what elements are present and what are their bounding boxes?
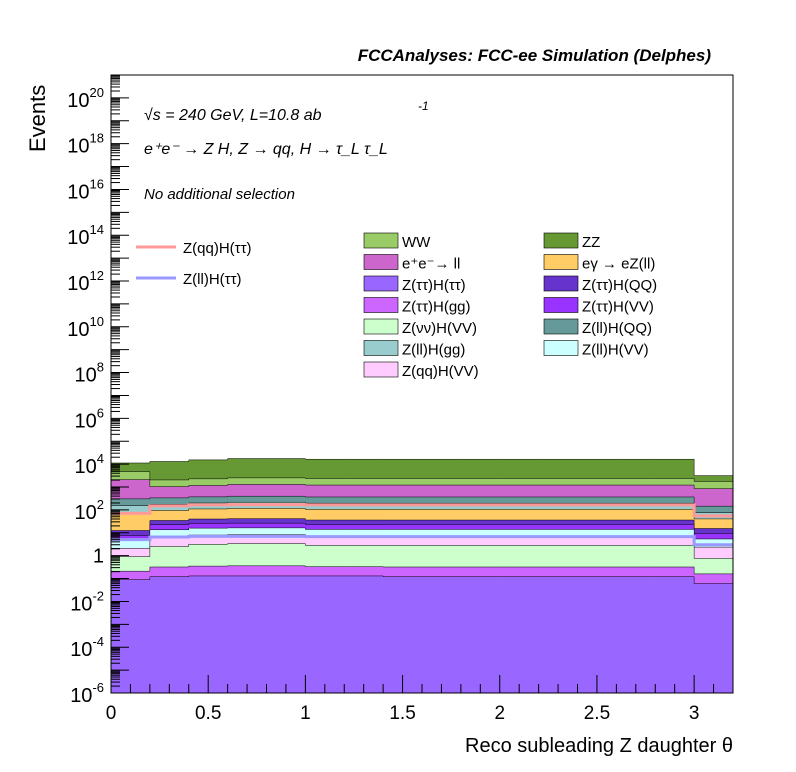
process-annotation: e⁺e⁻ → Z H, Z → qq, H → τ_L τ_L	[144, 141, 388, 158]
legend-label: Z(ll)H(gg)	[402, 342, 465, 359]
lumi-exponent: -1	[418, 99, 429, 113]
y-tick-label: 102	[75, 497, 104, 524]
chart-title: FCCAnalyses: FCC-ee Simulation (Delphes)	[358, 46, 712, 65]
legend-label: e⁺e⁻→ ll	[402, 256, 460, 273]
y-tick-label: 10-4	[70, 634, 104, 661]
legend-swatch-z-ll-h-gg	[363, 340, 399, 356]
y-tick-label: 1018	[67, 131, 104, 158]
x-tick-label: 2.5	[584, 703, 610, 724]
legend-swatch-z-h-qq	[543, 275, 579, 292]
selection-annotation: No additional selection	[144, 186, 295, 203]
legend-swatch-z-ll-h-vv	[543, 340, 579, 356]
legend-swatch-zz	[543, 232, 579, 249]
energy-lumi-label: = 240 GeV, L=10.8 ab	[161, 107, 322, 124]
y-tick-label: 1020	[67, 85, 104, 112]
y-tick-label: 10-2	[70, 588, 104, 615]
x-tick-label: 1.5	[389, 703, 415, 724]
x-axis-label: Reco subleading Z daughter θ	[465, 735, 733, 757]
legend-label: Z(ττ)H(VV)	[582, 299, 654, 316]
x-tick-label: 0.5	[195, 703, 221, 724]
stack-z-h	[110, 575, 734, 694]
y-axis-label: Events	[25, 85, 50, 152]
signal-lines	[111, 503, 733, 547]
legend-label: Z(ll)H(QQ)	[582, 320, 652, 337]
legend-label: Z(ττ)H(ττ)	[402, 277, 466, 294]
legend-label: Z(qq)H(VV)	[402, 363, 479, 380]
y-tick-label: 1010	[67, 314, 104, 341]
y-tick-label: 106	[75, 405, 104, 432]
energy-annotation: √s = 240 GeV, L=10.8 ab -1	[144, 99, 429, 124]
y-tick-label: 10-6	[70, 680, 104, 707]
legend-swatch-z-h-vv	[543, 297, 579, 313]
legend-label: Z(qq)H(ττ)	[183, 240, 252, 257]
legend-swatch-z-h	[363, 275, 399, 292]
tick-labels: 0 0.5 1 1.5 2 2.5 3 10-6 10-4 10-2 1 102 104 106 108 10…	[67, 85, 699, 724]
legend-label: Z(ττ)H(QQ)	[582, 277, 657, 294]
legend: Z(qq)H(ττ) Z(ll)H(ττ) WW e⁺e⁻→ ll Z(ττ)H(ττ)…	[136, 232, 657, 380]
legend-label: Z(νν)H(VV)	[402, 320, 477, 337]
legend-swatch-e-e-ll	[363, 254, 399, 270]
x-tick-label: 3	[689, 703, 700, 724]
axis-ticks	[110, 75, 734, 694]
y-tick-label: 104	[75, 451, 104, 478]
legend-label: WW	[402, 234, 431, 251]
legend-label: ZZ	[582, 234, 600, 251]
legend-swatch-z-ll-h-qq	[543, 318, 579, 335]
legend-swatch-ww	[363, 232, 399, 249]
x-tick-label: 0	[106, 703, 117, 724]
signal-line-z-ll-h	[111, 534, 733, 547]
legend-swatch-e-ez-ll	[543, 254, 579, 270]
x-tick-label: 1	[300, 703, 311, 724]
y-tick-label: 1012	[67, 268, 104, 295]
legend-swatch-z-h-vv	[363, 318, 399, 335]
legend-label: eγ → eZ(ll)	[582, 256, 655, 273]
legend-label: Z(ττ)H(gg)	[402, 299, 471, 316]
sqrt-s-label: √s	[144, 107, 161, 124]
legend-swatch-z-h-gg	[363, 297, 399, 313]
y-tick-label: 108	[75, 360, 104, 387]
legend-label: Z(ll)H(VV)	[582, 342, 649, 359]
stack-layer	[110, 458, 734, 694]
signal-line-z-qq-h	[111, 503, 733, 518]
x-tick-label: 2	[494, 703, 505, 724]
y-tick-label: 1014	[67, 222, 104, 249]
legend-swatch-z-qq-h-vv	[363, 361, 399, 378]
svg-text:√s = 240 GeV, L=10.8 ab: √s = 240 GeV, L=10.8 ab	[144, 107, 322, 124]
y-tick-label: 1	[93, 546, 104, 568]
y-tick-label: 1016	[67, 176, 104, 203]
legend-label: Z(ll)H(ττ)	[183, 271, 242, 288]
